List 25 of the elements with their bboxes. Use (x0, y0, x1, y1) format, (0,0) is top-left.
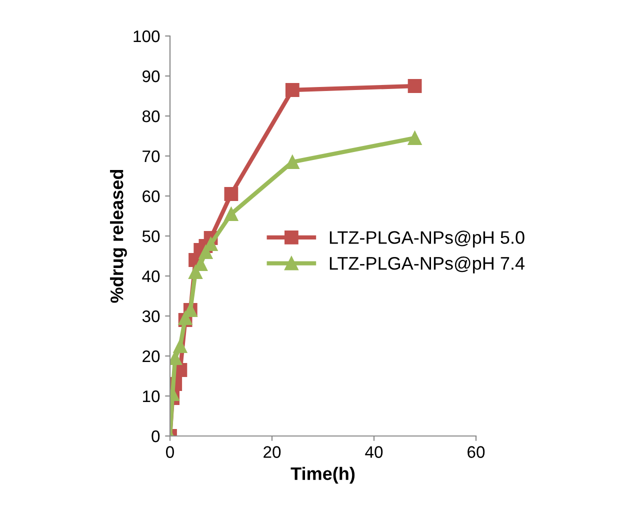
y-axis-title: %drug released (110, 170, 127, 303)
y-tick-label: 10 (143, 390, 160, 402)
point (173, 339, 188, 353)
y-tick-label: 30 (142, 310, 160, 322)
point (408, 79, 422, 93)
legend-label: LTZ-PLGA-NPs@pH 5.0 (330, 230, 524, 248)
point (408, 131, 422, 145)
point (224, 187, 238, 201)
y-tick-label: 20 (142, 350, 160, 362)
legend-label: LTZ-PLGA-NPs@pH 7.4 (330, 256, 525, 274)
y-tick-label: 40 (142, 270, 160, 282)
point (285, 83, 300, 97)
y-tick-label: 90 (142, 70, 160, 82)
y-tick-label: 50 (142, 230, 160, 242)
x-tick-label: 60 (468, 446, 485, 458)
y-tick-label: 60 (142, 190, 160, 202)
y-tick-label: 80 (142, 110, 160, 122)
y-tick-label: 100 (134, 30, 160, 42)
y-tick-label: 70 (142, 150, 160, 162)
point (224, 207, 238, 221)
x-tick-label: 40 (365, 446, 383, 458)
x-axis-title: Time(h) (290, 466, 355, 484)
x-tick-label: 20 (264, 446, 281, 458)
y-tick-label: 0 (152, 430, 160, 442)
x-tick-label: 0 (166, 446, 174, 458)
